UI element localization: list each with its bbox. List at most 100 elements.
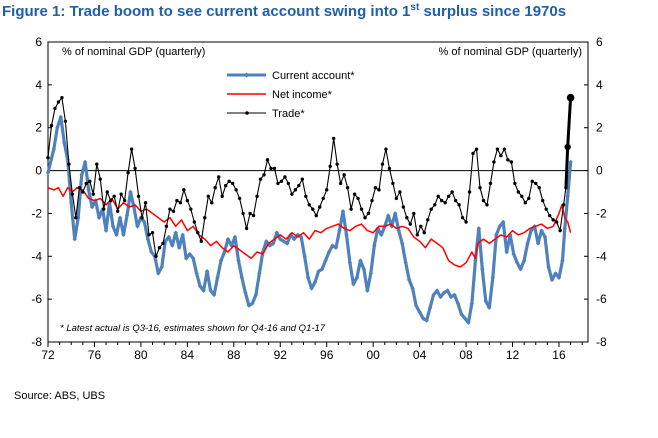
- trade-point: [478, 186, 482, 190]
- current-account-point: [180, 232, 185, 238]
- current-account-point: [396, 228, 401, 233]
- current-account-point: [65, 157, 70, 163]
- trade-point: [331, 136, 336, 141]
- trade-point: [223, 183, 228, 188]
- trade-point: [161, 241, 165, 246]
- trade-point: [547, 213, 552, 218]
- current-account-point: [173, 230, 178, 235]
- current-account-point: [309, 286, 314, 291]
- current-account-point: [110, 224, 116, 229]
- trade-point: [189, 207, 193, 211]
- trade-point: [244, 226, 249, 231]
- figure-title-sup: st: [410, 2, 420, 13]
- trade-point: [481, 198, 486, 203]
- trade-point: [143, 201, 148, 205]
- current-account-point: [556, 275, 562, 280]
- current-account-point: [190, 256, 196, 261]
- current-account-point: [358, 258, 363, 263]
- trade-point: [537, 186, 541, 190]
- trade-point: [439, 198, 444, 203]
- current-account-point: [469, 301, 475, 306]
- current-account-point: [340, 209, 346, 214]
- current-account-point: [525, 241, 530, 246]
- trade-point: [419, 224, 423, 228]
- series-line-trade: [47, 97, 572, 257]
- trade-point: [297, 183, 301, 188]
- current-account-point: [549, 277, 555, 283]
- trade-point: [115, 209, 120, 213]
- current-account-point: [354, 275, 360, 280]
- trade-point: [377, 188, 381, 192]
- trade-point: [279, 179, 284, 183]
- x-tick-label: 16: [552, 348, 566, 362]
- trade-point: [415, 233, 419, 237]
- trade-point: [345, 186, 350, 190]
- current-account-point: [187, 251, 192, 257]
- trade-point: [554, 220, 559, 224]
- trade-point: [453, 198, 458, 203]
- current-account-point: [204, 269, 210, 274]
- y-tick-label-left: -2: [31, 206, 42, 220]
- series-line-net-income: [47, 186, 572, 268]
- trade-point: [467, 190, 472, 194]
- trade-point: [105, 190, 109, 194]
- trade-point: [283, 175, 287, 179]
- current-account-point: [121, 232, 126, 238]
- current-account-point: [131, 204, 137, 210]
- current-account-point: [246, 303, 252, 308]
- trade-point: [286, 181, 291, 186]
- y-tick-label-left: 2: [35, 121, 42, 135]
- x-tick-label: 76: [88, 348, 102, 362]
- current-account-point: [361, 266, 367, 272]
- trade-point: [192, 220, 197, 224]
- current-account-point: [333, 245, 339, 250]
- current-account-point: [330, 243, 335, 248]
- trade-point: [168, 207, 172, 211]
- current-account-point: [239, 275, 245, 280]
- current-account-point: [264, 239, 269, 244]
- trade-estimate-point: [566, 93, 575, 102]
- chart-legend: Current account* Net income* Trade*: [227, 70, 355, 120]
- y-axis-label-left: % of nominal GDP (quarterly): [62, 46, 205, 58]
- trade-point: [527, 196, 531, 201]
- current-account-point: [124, 213, 130, 218]
- current-account-point: [501, 219, 506, 225]
- trade-point: [171, 209, 176, 213]
- current-account-point: [253, 292, 259, 298]
- current-account-point: [372, 243, 377, 248]
- current-account-point: [459, 311, 464, 317]
- trade-point: [394, 196, 399, 201]
- trade-point: [363, 216, 367, 220]
- current-account-point: [494, 232, 499, 238]
- trade-point: [401, 205, 406, 209]
- current-account-point: [542, 234, 548, 240]
- trade-point: [328, 164, 332, 168]
- series-line-current-account: [46, 115, 573, 325]
- trade-point: [248, 211, 252, 216]
- current-account-point: [480, 266, 485, 272]
- current-account-point: [539, 228, 544, 233]
- trade-point: [520, 194, 524, 198]
- current-account-point: [424, 318, 429, 323]
- trade-estimate-point: [564, 143, 571, 151]
- current-account-point: [497, 224, 502, 229]
- trade-point: [391, 181, 395, 186]
- current-account-point: [215, 275, 220, 280]
- figure-title-rest: surplus since 1970s: [419, 3, 567, 20]
- trade-point: [129, 147, 134, 151]
- current-account-point: [145, 236, 151, 242]
- y-tick-label-right: 0: [596, 164, 603, 178]
- current-account-point: [476, 226, 482, 231]
- y-tick-label-left: -8: [31, 335, 42, 349]
- y-tick-label-left: 0: [35, 164, 42, 178]
- current-account-point: [319, 266, 325, 272]
- current-account-point: [45, 170, 51, 175]
- trade-point: [122, 198, 127, 203]
- trade-point: [523, 201, 527, 205]
- trade-point: [84, 181, 89, 186]
- trade-point: [147, 233, 151, 237]
- figure-title-main: Figure 1: Trade boom to see current acco…: [2, 3, 411, 20]
- y-tick-label-left: 4: [35, 78, 42, 92]
- current-account-point: [490, 275, 495, 280]
- trade-point: [544, 207, 548, 211]
